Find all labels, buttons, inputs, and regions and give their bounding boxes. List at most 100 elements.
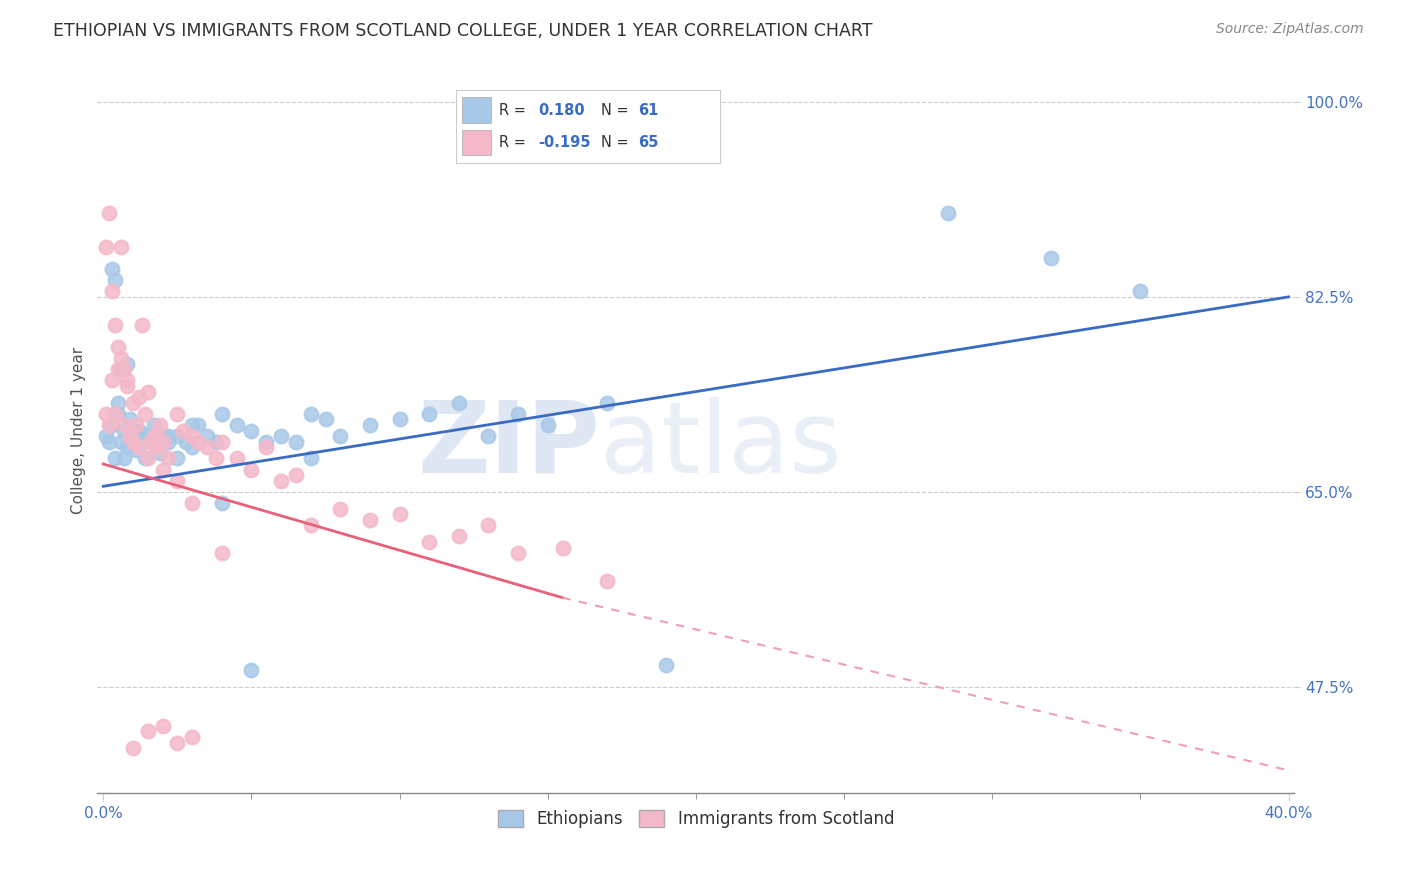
Point <box>329 501 352 516</box>
Point <box>122 741 145 756</box>
Point <box>359 513 381 527</box>
Point <box>136 451 159 466</box>
Point <box>551 541 574 555</box>
Point <box>596 574 619 588</box>
Point <box>254 440 277 454</box>
Point <box>107 407 129 421</box>
Point <box>145 434 167 449</box>
Point <box>136 429 159 443</box>
Point <box>181 496 204 510</box>
Point <box>136 429 159 443</box>
Point <box>388 507 411 521</box>
Point <box>195 440 218 454</box>
Point <box>145 440 167 454</box>
Point <box>359 417 381 432</box>
Point <box>240 663 263 677</box>
Point <box>240 462 263 476</box>
Point <box>122 395 145 409</box>
Point <box>447 529 470 543</box>
Point <box>537 417 560 432</box>
Point <box>254 434 277 449</box>
Point <box>508 407 530 421</box>
Point <box>270 474 292 488</box>
Point <box>284 468 307 483</box>
Legend: Ethiopians, Immigrants from Scotland: Ethiopians, Immigrants from Scotland <box>491 804 901 835</box>
Point <box>122 434 145 449</box>
Point <box>181 429 204 443</box>
Point <box>418 407 440 421</box>
Point <box>145 440 167 454</box>
Point <box>477 518 499 533</box>
Point <box>115 379 138 393</box>
Point <box>388 412 411 426</box>
Point <box>211 496 233 510</box>
Point <box>152 719 174 733</box>
Point <box>936 206 959 220</box>
Point <box>110 362 132 376</box>
Point <box>157 451 180 466</box>
Point <box>152 434 174 449</box>
Point <box>166 451 188 466</box>
Point <box>122 434 145 449</box>
Point <box>181 730 204 744</box>
Point <box>211 407 233 421</box>
Point <box>98 206 121 220</box>
Point <box>211 546 233 560</box>
Point <box>142 429 165 443</box>
Point <box>142 417 165 432</box>
Point <box>98 434 121 449</box>
Point <box>145 429 167 443</box>
Text: atlas: atlas <box>600 397 842 493</box>
Point <box>447 395 470 409</box>
Point <box>205 434 228 449</box>
Point <box>112 362 135 376</box>
Point <box>418 535 440 549</box>
Text: ETHIOPIAN VS IMMIGRANTS FROM SCOTLAND COLLEGE, UNDER 1 YEAR CORRELATION CHART: ETHIOPIAN VS IMMIGRANTS FROM SCOTLAND CO… <box>53 22 873 40</box>
Point <box>118 412 141 426</box>
Point <box>101 374 124 388</box>
Text: ZIP: ZIP <box>418 397 600 493</box>
Y-axis label: College, Under 1 year: College, Under 1 year <box>72 347 86 514</box>
Point <box>101 285 124 299</box>
Point <box>98 417 121 432</box>
Point <box>655 657 678 672</box>
Point <box>508 546 530 560</box>
Point <box>101 262 124 277</box>
Point <box>166 474 188 488</box>
Point <box>136 724 159 739</box>
Point <box>152 462 174 476</box>
Point <box>315 412 337 426</box>
Point <box>125 442 148 457</box>
Point <box>166 407 188 421</box>
Text: Source: ZipAtlas.com: Source: ZipAtlas.com <box>1216 22 1364 37</box>
Point <box>112 417 135 432</box>
Point <box>240 424 263 438</box>
Point <box>157 429 180 443</box>
Point <box>166 429 188 443</box>
Point <box>166 735 188 749</box>
Point <box>131 318 153 332</box>
Point <box>96 429 118 443</box>
Point <box>477 429 499 443</box>
Point <box>299 407 322 421</box>
Point <box>284 434 307 449</box>
Point <box>131 434 153 449</box>
Point <box>110 240 132 254</box>
Point <box>128 390 150 404</box>
Point <box>187 417 209 432</box>
Point <box>225 417 247 432</box>
Point <box>104 407 127 421</box>
Point <box>174 434 197 449</box>
Point <box>107 395 129 409</box>
Point <box>122 429 145 443</box>
Point <box>596 395 619 409</box>
Point <box>104 273 127 287</box>
Point <box>172 424 194 438</box>
Point <box>181 440 204 454</box>
Point <box>1129 285 1152 299</box>
Point <box>115 357 138 371</box>
Point <box>225 451 247 466</box>
Point <box>96 240 118 254</box>
Point <box>195 429 218 443</box>
Point <box>1040 251 1063 265</box>
